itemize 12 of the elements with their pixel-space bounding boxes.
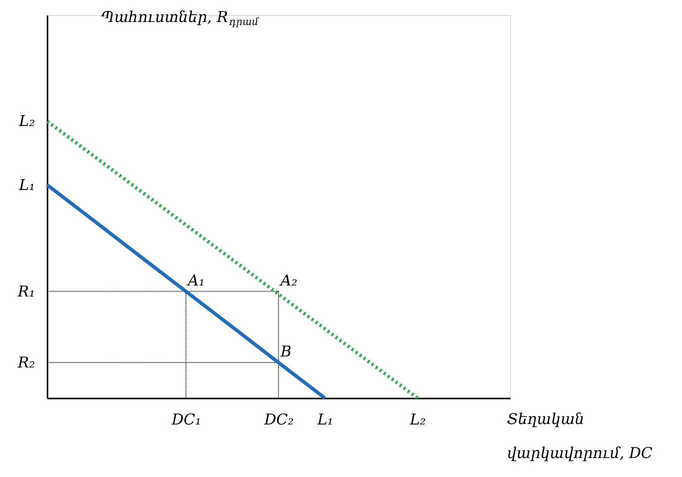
series-label: L₁	[18, 176, 35, 194]
x-tick-label: DC₁	[170, 410, 202, 428]
x-axis-title: Տեղական վարկավորում, DC	[507, 410, 654, 462]
series-label: R₂	[16, 354, 35, 372]
x-tick-label: L₂	[408, 410, 426, 428]
x-tick-label: DC₂	[263, 410, 294, 428]
series-label: L₂	[18, 112, 35, 130]
annotation: A₁	[186, 271, 205, 290]
series-label: R₁	[16, 282, 35, 300]
annotation: B	[280, 342, 292, 361]
annotation: A₂	[278, 271, 298, 290]
x-tick-label: L₁	[316, 410, 334, 428]
